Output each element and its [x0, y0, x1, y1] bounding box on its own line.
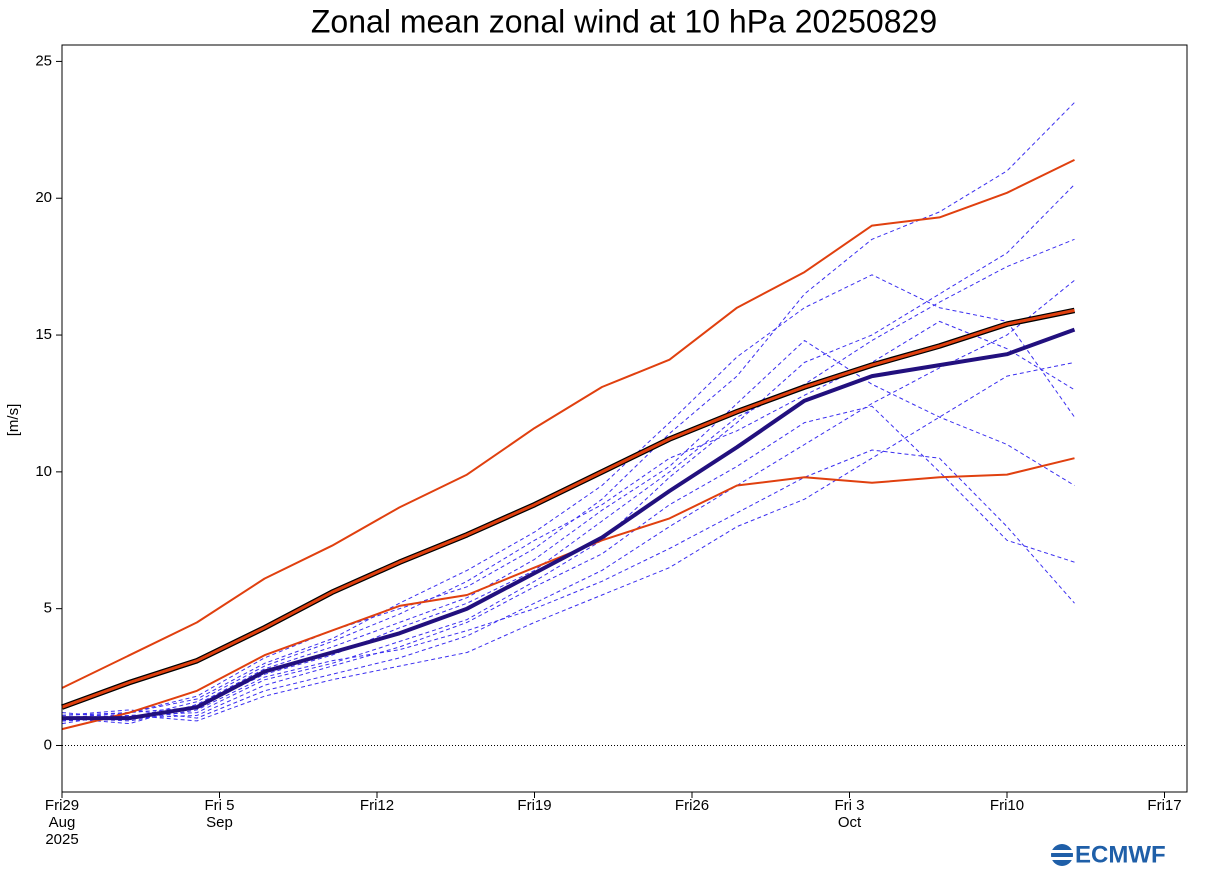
- y-axis-label: [m/s]: [5, 404, 22, 437]
- x-tick-label: Fri 5 Sep: [205, 797, 235, 831]
- x-tick-label: Fri29 Aug 2025: [45, 797, 79, 848]
- x-tick-label: Fri 3 Oct: [835, 797, 865, 831]
- series-line: [61, 457, 1075, 731]
- series-line: [61, 320, 1075, 719]
- y-tick-label: 5: [44, 600, 52, 617]
- x-tick-label: Fri10: [990, 797, 1024, 814]
- series-line: [61, 308, 1075, 709]
- plot-frame: [61, 44, 1188, 793]
- x-tick-label: Fri26: [675, 797, 709, 814]
- series-line: [61, 159, 1075, 689]
- logo-text: ECMWF: [1075, 841, 1166, 868]
- y-tick-label: 20: [35, 189, 52, 206]
- x-tick-label: Fri12: [360, 797, 394, 814]
- series-line: [61, 238, 1075, 719]
- series-line: [61, 449, 1075, 722]
- logo: ECMWF: [1050, 841, 1166, 868]
- series-line: [61, 184, 1075, 722]
- series-line: [62, 327, 1076, 721]
- y-tick-label: 10: [35, 463, 52, 480]
- series-line: [61, 340, 1075, 725]
- logo-icon: [1050, 850, 1074, 853]
- y-tick-label: 0: [44, 736, 52, 753]
- x-tick-label: Fri17: [1147, 797, 1181, 814]
- y-tick-label: 25: [35, 52, 52, 69]
- series-line: [61, 361, 1075, 722]
- series-line: [61, 274, 1075, 716]
- series-line: [61, 102, 1075, 725]
- y-tick-label: 15: [35, 326, 52, 343]
- x-tick-label: Fri19: [517, 797, 551, 814]
- series-line: [61, 279, 1075, 719]
- logo-icon: [1051, 844, 1073, 866]
- logo-icon: [1050, 857, 1074, 860]
- series-line: [61, 405, 1075, 722]
- chart-title: Zonal mean zonal wind at 10 hPa 20250829: [311, 3, 937, 39]
